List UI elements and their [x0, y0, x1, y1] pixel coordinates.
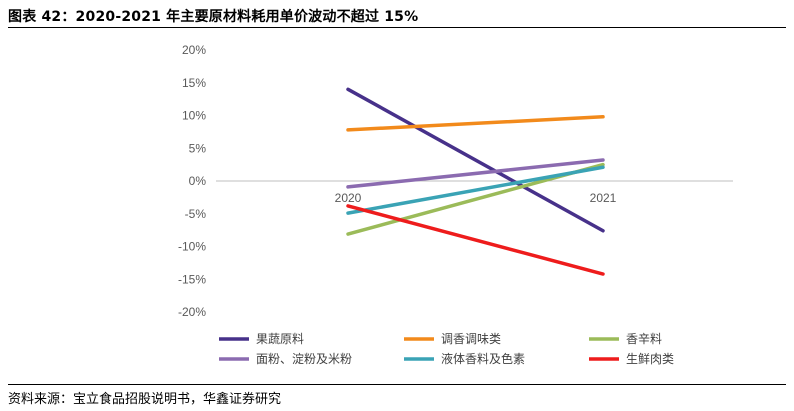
y-tick-label: 15%	[182, 76, 206, 90]
series-line-3	[346, 158, 605, 189]
y-tick-label: 5%	[189, 141, 207, 155]
x-axis-ticks: 2020 2021	[335, 191, 617, 205]
source-note: 资料来源：宝立食品招股说明书，华鑫证券研究	[8, 392, 282, 407]
legend-label: 调香调味类	[441, 332, 501, 346]
y-tick-label: 20%	[182, 43, 206, 57]
y-tick-label: -15%	[178, 272, 206, 286]
y-axis-ticks: 20% 15% 10% 5% 0% -5% -10% -15% -20%	[178, 43, 206, 319]
x-tick-label: 2020	[335, 191, 362, 205]
x-tick-label: 2021	[590, 191, 617, 205]
source-divider	[8, 384, 786, 385]
series-line-1	[346, 115, 605, 132]
legend-label: 面粉、淀粉及米粉	[256, 352, 352, 366]
legend-label: 香辛料	[626, 332, 662, 346]
series-lines	[346, 87, 605, 276]
legend-label: 生鲜肉类	[626, 352, 674, 366]
y-tick-label: 0%	[189, 174, 207, 188]
legend-label: 液体香料及色素	[441, 351, 525, 366]
y-tick-label: -20%	[178, 305, 206, 319]
figure-title: 图表 42：2020-2021 年主要原材料耗用单价波动不超过 15%	[8, 9, 419, 25]
series-line-0	[346, 87, 605, 233]
legend-label: 果蔬原料	[256, 332, 304, 346]
y-tick-label: -5%	[185, 207, 207, 221]
title-underline	[8, 27, 786, 28]
line-chart: 20% 15% 10% 5% 0% -5% -10% -15% -20% 2020 2021 果蔬…	[178, 43, 733, 366]
series-line-5	[346, 204, 605, 276]
y-tick-label: 10%	[182, 109, 206, 123]
y-tick-label: -10%	[178, 240, 206, 254]
series-line-4	[346, 165, 605, 215]
